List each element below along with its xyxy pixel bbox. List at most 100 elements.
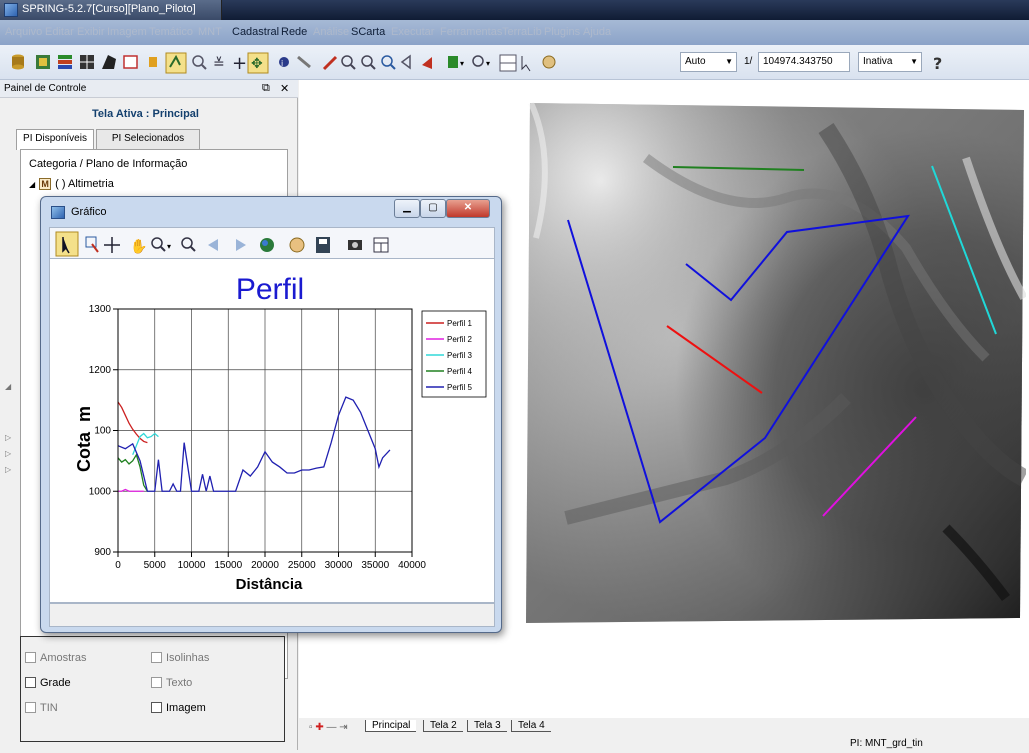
tab-nav-icons[interactable]: ▫ ✚ — ⇥ xyxy=(309,722,348,733)
screen-tab-1[interactable]: Principal xyxy=(365,720,417,732)
profile-chart[interactable]: 0 5000 10000 15000 20000 25000 30000 35000 40000… xyxy=(50,259,496,603)
profile-lines-overlay xyxy=(567,165,997,524)
menu-item-cadastral[interactable]: Cadastral xyxy=(232,26,280,38)
checkbox-amostras[interactable]: Amostras xyxy=(25,652,86,664)
scale-input[interactable]: 104974.343750 xyxy=(758,52,850,72)
checkbox-label: Amostras xyxy=(40,652,87,664)
checkbox-box[interactable] xyxy=(151,702,162,713)
zoom-out-icon xyxy=(181,237,196,252)
palette-icon xyxy=(289,237,305,253)
series-line-perfil-4 xyxy=(117,453,148,492)
profile-line-2[interactable] xyxy=(822,416,917,517)
menu-item-scarta[interactable]: SCarta xyxy=(351,26,386,38)
menu-item-plugins[interactable]: Plugins xyxy=(544,26,581,38)
tree-item-altimetria[interactable]: ◢ M( ) Altimetria xyxy=(29,178,114,190)
close-icon[interactable]: ✕ xyxy=(280,83,290,95)
svg-text:?: ? xyxy=(933,54,942,73)
menu-item-ajuda[interactable]: Ajuda xyxy=(583,26,612,38)
menu-item-exibir[interactable]: Exibir xyxy=(77,26,105,38)
float-icon[interactable]: ⧉ xyxy=(262,82,270,94)
screen-tab-4[interactable]: Tela 4 xyxy=(511,720,551,732)
tab-pi-disponiveis[interactable]: PI Disponíveis xyxy=(16,129,94,150)
x-tick-label: 35000 xyxy=(361,560,389,571)
screen-tab-2[interactable]: Tela 2 xyxy=(423,720,463,732)
graph-window[interactable]: Gráfico ▁ ▢ ✕ ✋ ▾ 0 5000 10000 15000 20000 25… xyxy=(40,196,502,633)
graph-canvas[interactable]: 0 5000 10000 15000 20000 25000 30000 35000 40000… xyxy=(49,259,495,603)
info-icon: i xyxy=(279,57,289,68)
profile-line-3[interactable] xyxy=(931,165,997,335)
window-icon xyxy=(123,55,138,69)
state-select[interactable]: Inativa ▼ xyxy=(858,52,922,72)
checkbox-label: Isolinhas xyxy=(166,652,210,664)
menu-item-mnt[interactable]: MNT xyxy=(198,26,222,38)
zoom-icon xyxy=(192,55,207,70)
zoom-in-icon xyxy=(341,55,356,70)
grid-icon xyxy=(80,55,94,69)
control-panel-title: Painel de Controle xyxy=(4,83,87,94)
chart-axes: 0 5000 10000 15000 20000 25000 30000 35000 40000… xyxy=(89,304,427,571)
series-line-perfil-2 xyxy=(118,488,144,492)
close-button[interactable]: ✕ xyxy=(446,199,490,218)
chevron-down-icon: ▼ xyxy=(910,57,918,66)
expand-icon[interactable]: ▷ xyxy=(5,433,12,442)
checkbox-tin[interactable]: TIN xyxy=(25,702,58,714)
chevron-down-icon: ▼ xyxy=(725,57,733,66)
pan-icon: ✥ xyxy=(247,52,269,74)
graph-toolbar: ✋ ▾ xyxy=(49,227,495,259)
zoom-area-icon xyxy=(381,55,396,70)
menu-item-editar[interactable]: Editar xyxy=(45,26,74,38)
checkbox-imagem[interactable]: Imagem xyxy=(151,702,206,714)
representation-panel: Amostras Isolinhas Grade Texto TIN Image… xyxy=(20,636,285,742)
tab-pi-selecionados[interactable]: PI Selecionados xyxy=(96,129,200,149)
menu-item-arquivo[interactable]: Arquivo xyxy=(5,26,43,38)
menu-item-imagem[interactable]: Imagem xyxy=(107,26,147,38)
checkbox-isolinhas[interactable]: Isolinhas xyxy=(151,652,209,664)
maximize-button[interactable]: ▢ xyxy=(420,199,446,218)
checkbox-box[interactable] xyxy=(151,677,162,688)
svg-text:i: i xyxy=(281,59,283,68)
svg-text:≚: ≚ xyxy=(213,56,225,72)
menu-item-executar[interactable]: Executar xyxy=(391,26,435,38)
menu-item-temático[interactable]: Temático xyxy=(149,26,194,38)
minimize-button[interactable]: ▁ xyxy=(394,199,420,218)
collapse-icon[interactable]: ◢ xyxy=(29,180,36,189)
toolbar-icons[interactable]: ≚ + ✥ i ▾ ▾ xyxy=(0,45,680,80)
profile-line-1[interactable] xyxy=(666,325,763,394)
menu-item-rede[interactable]: Rede xyxy=(281,26,308,38)
x-tick-label: 15000 xyxy=(214,560,242,571)
screen-tab-3[interactable]: Tela 3 xyxy=(467,720,507,732)
menu-bar: Arquivo Editar Exibir Imagem Temático MNT Cada… xyxy=(0,20,1029,45)
x-tick-label: 40000 xyxy=(398,560,426,571)
checkbox-grade[interactable]: Grade xyxy=(25,677,71,689)
checkbox-box[interactable] xyxy=(25,702,36,713)
profile-line-5[interactable] xyxy=(567,214,911,524)
expand-icon[interactable]: ◢ xyxy=(5,382,12,391)
profile-line-4[interactable] xyxy=(672,166,805,171)
checkbox-box[interactable] xyxy=(25,677,36,688)
x-tick-label: 10000 xyxy=(178,560,206,571)
save-icon xyxy=(316,237,330,253)
checkbox-texto[interactable]: Texto xyxy=(151,677,192,689)
y-tick-label: 100 xyxy=(94,426,111,437)
crosshair-icon xyxy=(104,237,120,253)
checkbox-box[interactable] xyxy=(25,652,36,663)
project-icon xyxy=(36,55,50,69)
expand-icon[interactable]: ▷ xyxy=(5,465,12,474)
checkbox-box[interactable] xyxy=(151,652,162,663)
zoom-mode-value: Auto xyxy=(685,56,706,67)
expand-icon[interactable]: ▷ xyxy=(5,449,12,458)
menu-item-ferramentas[interactable]: Ferramentas xyxy=(440,26,503,38)
zoom-mode-select[interactable]: Auto ▼ xyxy=(680,52,737,72)
arrow-right-icon xyxy=(236,239,246,251)
palette-icon xyxy=(542,55,556,69)
cursor-icon xyxy=(422,57,432,69)
menu-item-terralib[interactable]: TerraLib xyxy=(502,26,542,38)
question-icon[interactable]: ? xyxy=(930,53,948,73)
app-icon xyxy=(4,3,18,17)
menu-item-análise[interactable]: Análise xyxy=(313,26,350,38)
graph-toolbar-icons[interactable]: ✋ ▾ xyxy=(50,228,496,260)
table-view-icon xyxy=(373,237,389,253)
title-tab xyxy=(0,0,222,20)
active-screen-label: Tela Ativa : Principal xyxy=(92,108,199,120)
x-tick-label: 5000 xyxy=(144,560,167,571)
